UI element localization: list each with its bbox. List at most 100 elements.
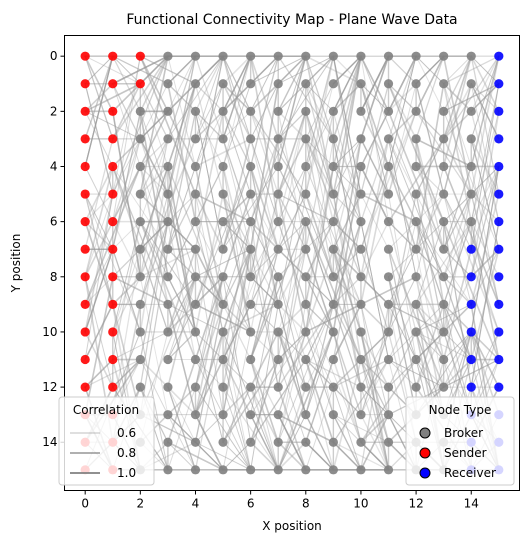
connection-edge [277, 359, 307, 443]
broker-node [273, 272, 283, 282]
connection-edge [443, 83, 472, 167]
broker-node [246, 79, 256, 89]
connection-edge [470, 55, 500, 195]
connection-edge [195, 414, 224, 443]
connection-edge [442, 110, 473, 140]
sender-node [80, 134, 90, 144]
connection-edge [167, 303, 196, 360]
broker-node [439, 382, 449, 392]
connection-edge [222, 441, 252, 471]
connection-edge [112, 55, 141, 195]
connection-edge [388, 138, 417, 278]
broker-node [383, 51, 394, 61]
connection-edge [360, 248, 390, 333]
connection-edge [277, 55, 307, 85]
connection-edge [332, 331, 362, 416]
broker-node [273, 437, 283, 447]
broker-node [163, 217, 173, 227]
connection-edge [167, 303, 224, 333]
sender-node [80, 161, 90, 172]
broker-node [383, 437, 394, 447]
connection-edge [277, 303, 307, 416]
broker-node [356, 244, 366, 254]
connection-edge [387, 110, 445, 251]
connection-edge [84, 303, 114, 361]
connection-edge [84, 55, 114, 140]
x-tick-label: 10 [353, 497, 368, 511]
connection-edge [415, 166, 445, 278]
broker-node [356, 465, 366, 475]
x-tick-label: 0 [81, 497, 89, 511]
connection-edge [442, 248, 473, 361]
connection-edge [304, 55, 335, 195]
connection-edge [470, 138, 500, 250]
broker-node [439, 134, 449, 144]
broker-node [383, 272, 394, 282]
broker-node [273, 410, 283, 420]
connection-edge [304, 358, 335, 444]
connection-edge [443, 193, 472, 333]
connection-edge [111, 82, 142, 140]
sender-node [80, 189, 90, 199]
connection-edge [277, 55, 307, 113]
broker-node [383, 354, 394, 365]
node-type-legend-marker [419, 447, 431, 459]
connection-edge [250, 55, 279, 85]
connection-edge [112, 221, 141, 250]
broker-node [356, 217, 366, 227]
connection-edge [415, 221, 472, 305]
connection-edge [388, 276, 417, 333]
broker-node [301, 189, 311, 199]
connection-edge [360, 221, 389, 360]
connection-edge [167, 55, 224, 140]
connection-edge [195, 83, 224, 140]
connection-edge [249, 82, 280, 113]
connection-edge [84, 55, 114, 168]
connection-edge [84, 193, 114, 223]
y-tick-label: 14 [42, 435, 57, 449]
connection-edge [167, 276, 197, 333]
connection-edge [167, 82, 197, 223]
connection-edge [277, 165, 307, 223]
x-tick-label: 4 [192, 497, 200, 511]
connection-edge [194, 55, 224, 195]
connection-edge [360, 413, 390, 444]
connection-edge [332, 358, 390, 388]
connection-edge [111, 55, 169, 85]
connection-edge [360, 359, 389, 416]
connection-edge [139, 221, 169, 278]
broker-node [466, 189, 476, 199]
connection-edge [84, 358, 114, 388]
connection-edge [470, 55, 500, 168]
connection-edge [332, 414, 362, 471]
broker-node [190, 79, 201, 89]
connection-edge [167, 386, 196, 443]
connection-edge [332, 166, 362, 223]
broker-node [246, 299, 256, 309]
broker-node [190, 410, 201, 420]
connection-edge [387, 303, 445, 333]
broker-node [383, 106, 394, 116]
broker-node [190, 134, 201, 144]
connection-edge [360, 331, 390, 416]
connection-edge [415, 82, 445, 195]
connection-edge [332, 55, 362, 85]
connection-edge [442, 82, 473, 140]
connection-edge [305, 303, 335, 416]
connection-edge [139, 138, 169, 168]
connection-edge [195, 166, 252, 305]
connection-edge [167, 441, 224, 471]
broker-node [383, 161, 394, 172]
broker-node [163, 327, 173, 337]
connection-edge [222, 83, 252, 167]
receiver-node [494, 244, 504, 254]
connection-edge [167, 55, 196, 112]
receiver-node [494, 79, 504, 89]
connection-edge [195, 193, 224, 333]
connection-edge [304, 220, 362, 361]
broker-node [135, 272, 145, 282]
connection-edge [470, 138, 500, 250]
x-tick-label: 2 [137, 497, 145, 511]
broker-node [301, 244, 311, 254]
broker-node [246, 244, 256, 254]
